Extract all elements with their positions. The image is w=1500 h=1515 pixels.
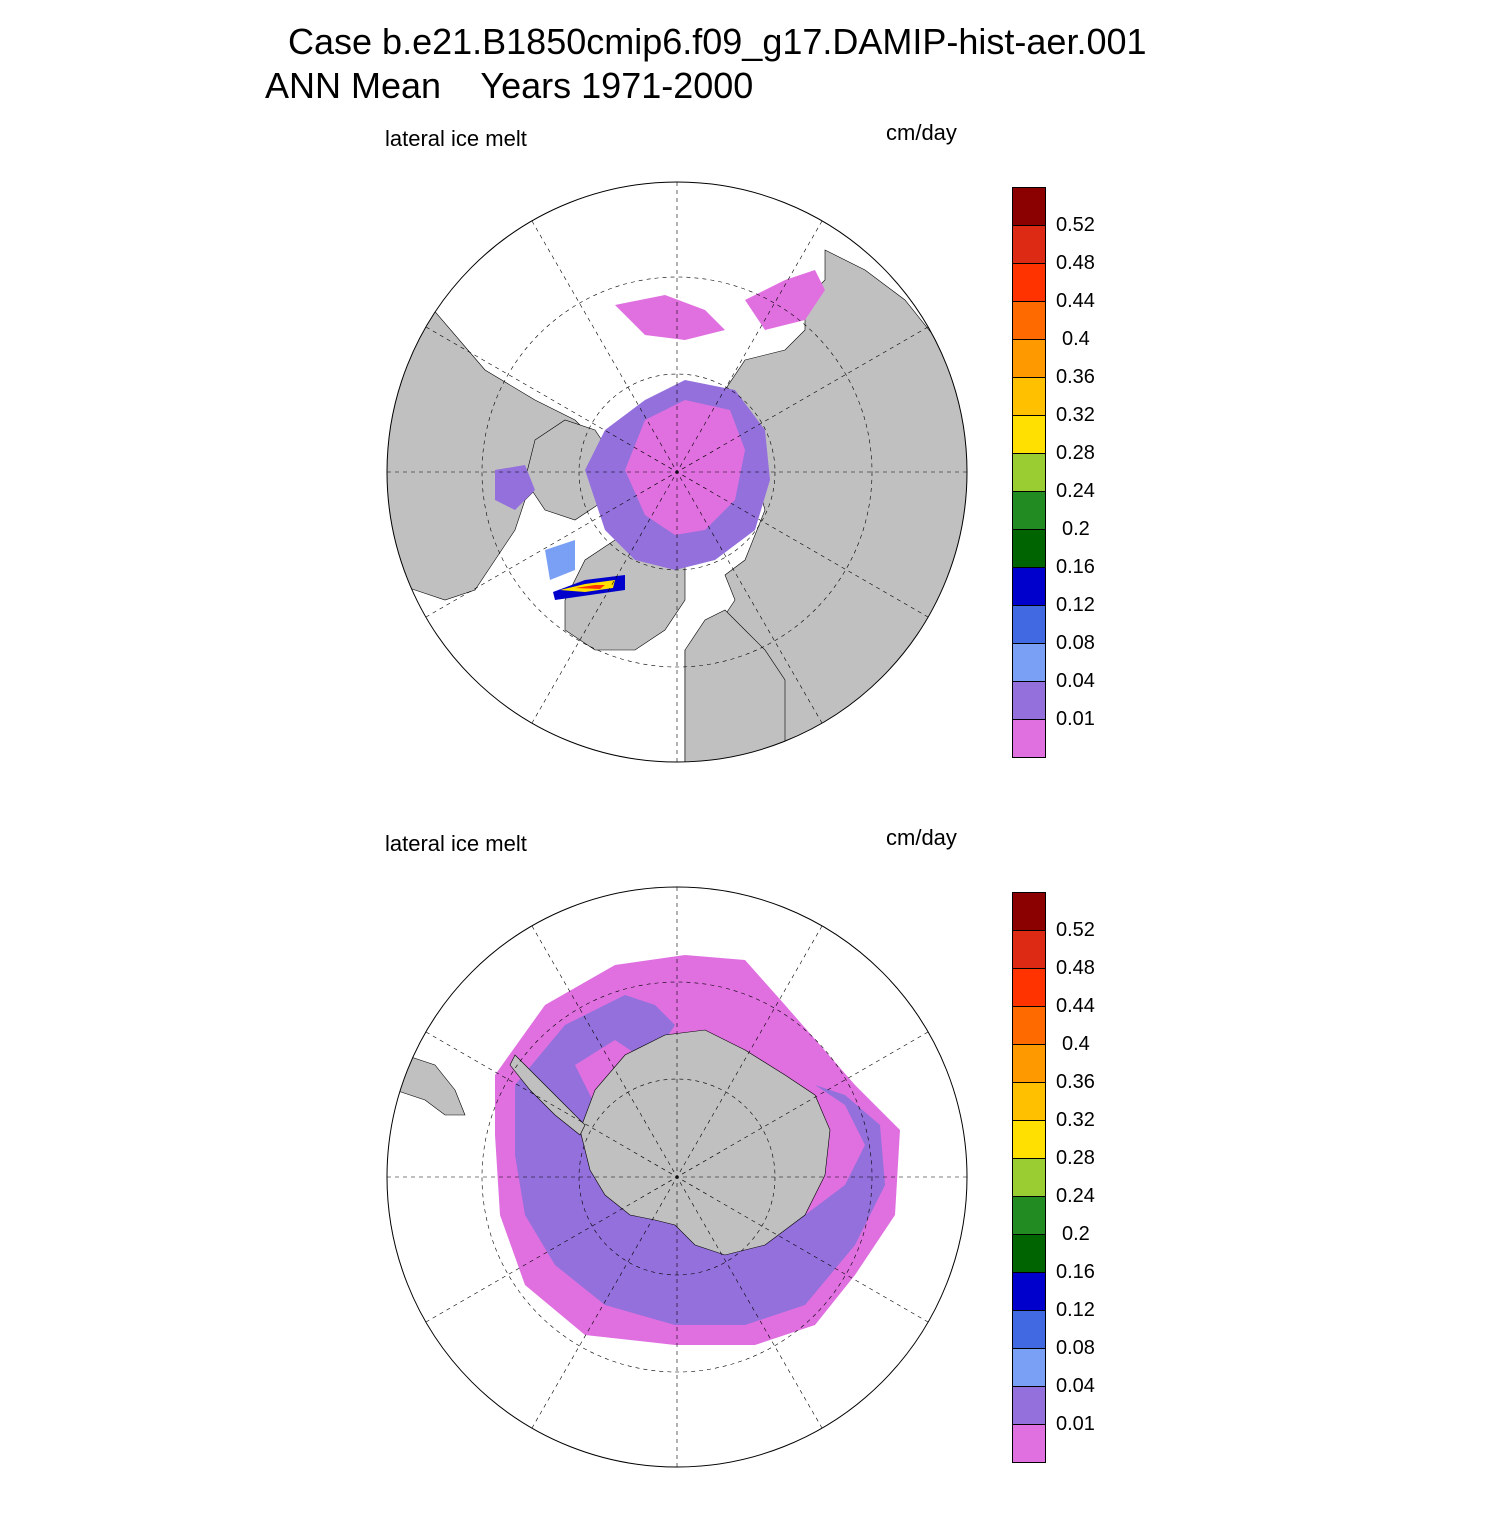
colorbar-tick-label: 0.01 xyxy=(1056,1413,1095,1435)
colorbar-tick-label: 0.08 xyxy=(1056,632,1095,654)
colorbar-tick-label: 0.28 xyxy=(1056,1147,1095,1169)
colorbar-tick-label: 0.2 xyxy=(1062,1223,1090,1245)
colorbar-swatch xyxy=(1012,529,1046,568)
colorbar-tick-label: 0.48 xyxy=(1056,957,1095,979)
colorbar-swatch xyxy=(1012,681,1046,720)
colorbar-tick-label: 0.36 xyxy=(1056,366,1095,388)
colorbar-swatch xyxy=(1012,1158,1046,1197)
figure-title: Case b.e21.B1850cmip6.f09_g17.DAMIP-hist… xyxy=(288,21,1147,62)
map-boundary xyxy=(386,181,968,763)
units-label: cm/day xyxy=(886,825,957,850)
land-antarctica xyxy=(579,1029,831,1256)
north-polar-map xyxy=(386,181,968,763)
colorbar-swatch xyxy=(1012,1006,1046,1045)
south-polar-map xyxy=(386,886,968,1468)
colorbar-swatch xyxy=(1012,1120,1046,1159)
colorbar-tick-label: 0.01 xyxy=(1056,708,1095,730)
units-label: cm/day xyxy=(886,120,957,145)
colorbar-swatch xyxy=(1012,1310,1046,1349)
land-antarctic-peninsula xyxy=(509,1054,586,1136)
colorbar-swatch xyxy=(1012,1272,1046,1311)
colorbar-swatch xyxy=(1012,1196,1046,1235)
colorbar-swatch xyxy=(1012,643,1046,682)
colorbar-swatch xyxy=(1012,719,1046,758)
colorbar-tick-label: 0.12 xyxy=(1056,594,1095,616)
colorbar-tick-label: 0.08 xyxy=(1056,1337,1095,1359)
land-europe xyxy=(684,609,786,762)
colorbar-tick-label: 0.32 xyxy=(1056,1109,1095,1131)
colorbar-tick-label: 0.32 xyxy=(1056,404,1095,426)
colorbar-swatch xyxy=(1012,263,1046,302)
colorbar-swatch xyxy=(1012,339,1046,378)
colorbar-swatch xyxy=(1012,491,1046,530)
panel-north: lateral ice melt cm/day xyxy=(0,110,1500,810)
colorbar-tick-label: 0.24 xyxy=(1056,480,1095,502)
colorbar-tick-label: 0.16 xyxy=(1056,1261,1095,1283)
colorbar-swatch xyxy=(1012,1234,1046,1273)
colorbar-swatch xyxy=(1012,605,1046,644)
colorbar-tick-label: 0.12 xyxy=(1056,1299,1095,1321)
variable-label: lateral ice melt xyxy=(385,126,527,151)
melt-field-bering xyxy=(745,270,825,330)
colorbar-tick-label: 0.2 xyxy=(1062,518,1090,540)
colorbar-swatch xyxy=(1012,1424,1046,1463)
colorbar-tick-label: 0.24 xyxy=(1056,1185,1095,1207)
colorbar-tick-label: 0.28 xyxy=(1056,442,1095,464)
melt-field-baffin xyxy=(545,540,575,580)
graticule xyxy=(387,887,967,1467)
variable-label: lateral ice melt xyxy=(385,831,527,856)
colorbar-swatch xyxy=(1012,301,1046,340)
colorbar-swatch xyxy=(1012,892,1046,931)
colorbar-swatch xyxy=(1012,1348,1046,1387)
colorbar-swatch xyxy=(1012,1386,1046,1425)
colorbar-tick-label: 0.4 xyxy=(1062,1033,1090,1055)
melt-field-hudson xyxy=(495,465,535,510)
panel-south: lateral ice melt cm/day 0.01 0.04 0 xyxy=(0,815,1500,1515)
land-greenland xyxy=(564,539,686,651)
colorbar-tick-label: 0.16 xyxy=(1056,556,1095,578)
map-boundary xyxy=(386,886,968,1468)
melt-field-greenland-edge-hot xyxy=(560,580,615,592)
melt-field-barents xyxy=(615,295,725,340)
colorbar-swatch xyxy=(1012,187,1046,226)
colorbar-swatch xyxy=(1012,567,1046,606)
colorbar-tick-label: 0.36 xyxy=(1056,1071,1095,1093)
colorbar-swatch xyxy=(1012,453,1046,492)
colorbar-swatch xyxy=(1012,968,1046,1007)
colorbar-tick-label: 0.52 xyxy=(1056,214,1095,236)
colorbar-tick-label: 0.44 xyxy=(1056,995,1095,1017)
colorbar-tick-label: 0.52 xyxy=(1056,919,1095,941)
colorbar-tick-label: 0.48 xyxy=(1056,252,1095,274)
colorbar-swatch xyxy=(1012,1082,1046,1121)
colorbar-tick-label: 0.4 xyxy=(1062,328,1090,350)
colorbar-swatch xyxy=(1012,377,1046,416)
graticule xyxy=(387,182,967,762)
colorbar-tick-label: 0.44 xyxy=(1056,290,1095,312)
colorbar-swatch xyxy=(1012,415,1046,454)
colorbar-tick-label: 0.04 xyxy=(1056,670,1095,692)
figure-subtitle: ANN Mean Years 1971-2000 xyxy=(265,65,754,106)
melt-field-greenland-edge-red xyxy=(575,585,605,589)
colorbar-swatch xyxy=(1012,1044,1046,1083)
colorbar-tick-label: 0.04 xyxy=(1056,1375,1095,1397)
colorbar-swatch xyxy=(1012,225,1046,264)
colorbar-swatch xyxy=(1012,930,1046,969)
